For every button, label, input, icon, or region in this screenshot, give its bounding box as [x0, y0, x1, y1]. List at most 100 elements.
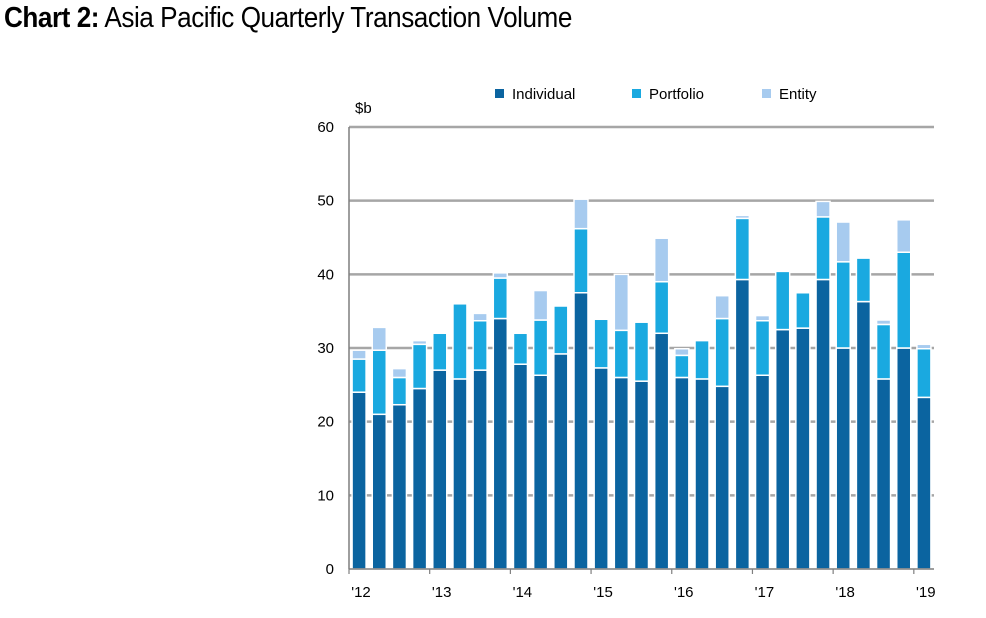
bar-segment-entity	[653, 237, 670, 283]
legend-swatch-entity	[762, 89, 771, 98]
bar-segment-individual	[895, 347, 912, 570]
bar-segment-entity	[472, 312, 488, 322]
chart-title-text: Asia Pacific Quarterly Transaction Volum…	[104, 2, 572, 34]
bar-segment-portfolio	[795, 292, 811, 329]
bar-segment-individual	[553, 353, 569, 570]
bar-segment-entity	[674, 347, 690, 357]
bars	[351, 198, 932, 570]
bar-segment-portfolio	[875, 323, 892, 380]
bar-segment-individual	[593, 367, 609, 570]
bar-segment-individual	[391, 403, 408, 570]
bar-segment-portfolio	[895, 251, 912, 349]
bar-segment-entity	[754, 314, 771, 322]
chart-title-prefix: Chart 2:	[4, 2, 100, 34]
bar-segment-entity	[734, 214, 751, 220]
bar-segment-portfolio	[411, 343, 428, 390]
bar-segment-portfolio	[432, 332, 448, 371]
bar-segment-individual	[855, 300, 872, 570]
bar-segment-individual	[472, 369, 488, 570]
bar-segment-individual	[674, 376, 690, 570]
bar-segment-portfolio	[714, 317, 730, 388]
bar-segment-individual	[351, 391, 367, 570]
bar-segment-portfolio	[492, 277, 509, 320]
legend: Individual Portfolio Entity	[495, 86, 817, 103]
bar-segment-individual	[734, 278, 751, 570]
bar-segment-entity	[532, 289, 549, 321]
bar-segment-individual	[754, 374, 771, 570]
bar-segment-individual	[432, 369, 448, 570]
bar-segment-individual	[916, 396, 932, 570]
bar-segment-entity	[815, 200, 831, 218]
x-tick-label: '19	[916, 584, 936, 601]
bar-segment-individual	[371, 413, 388, 570]
y-tick-label: 60	[317, 119, 334, 136]
bar-segment-individual	[815, 278, 831, 570]
x-tick-label: '15	[593, 584, 613, 601]
bar-segment-portfolio	[452, 303, 468, 380]
y-tick-label: 0	[326, 561, 334, 578]
bar-segment-individual	[653, 332, 670, 570]
bar-segment-entity	[351, 349, 367, 360]
bar-segment-individual	[532, 374, 549, 570]
bar-segment-portfolio	[472, 319, 488, 371]
bar-segment-entity	[916, 343, 932, 350]
bar-segment-individual	[835, 347, 851, 570]
x-tick-label: '17	[755, 584, 775, 601]
x-tick-label: '16	[674, 584, 694, 601]
bar-segment-entity	[371, 326, 388, 351]
bar-segment-portfolio	[653, 280, 670, 335]
bar-segment-portfolio	[512, 332, 529, 365]
bar-segment-portfolio	[351, 358, 367, 393]
y-tick-label: 20	[317, 414, 334, 431]
y-tick-label: 50	[317, 193, 334, 210]
bar-segment-entity	[835, 221, 851, 263]
legend-label-individual: Individual	[512, 86, 575, 103]
bar-segment-portfolio	[613, 329, 630, 379]
axes	[348, 127, 934, 570]
bar-segment-individual	[613, 376, 630, 570]
bar-segment-portfolio	[774, 270, 791, 331]
chart-title: Chart 2: Asia Pacific Quarterly Transact…	[4, 2, 572, 35]
bar-segment-portfolio	[371, 349, 388, 416]
bar-segment-portfolio	[734, 217, 751, 281]
x-tick-label: '14	[513, 584, 533, 601]
bar-segment-entity	[391, 367, 408, 379]
bar-segment-individual	[774, 328, 791, 570]
bar-segment-entity	[714, 294, 730, 320]
bar-segment-entity	[613, 273, 630, 332]
y-axis-unit-label: $b	[355, 100, 372, 117]
bar-segment-individual	[452, 378, 468, 570]
bar-segment-portfolio	[754, 319, 771, 377]
x-tick-labels: '12 '13 '14 '15 '16 '17 '18 '19	[348, 569, 936, 601]
bar-segment-portfolio	[855, 257, 872, 303]
bar-segment-portfolio	[674, 354, 690, 379]
bar-segment-entity	[875, 319, 892, 326]
legend-swatch-individual	[495, 89, 504, 98]
bar-segment-individual	[714, 385, 730, 570]
bar-segment-portfolio	[694, 339, 710, 380]
bar-segment-individual	[795, 327, 811, 570]
bar-segment-individual	[512, 363, 529, 570]
legend-swatch-portfolio	[632, 89, 641, 98]
bar-segment-portfolio	[553, 305, 569, 355]
bar-segment-individual	[411, 387, 428, 570]
bar-segment-portfolio	[916, 347, 932, 399]
legend-label-portfolio: Portfolio	[649, 86, 704, 103]
bar-segment-portfolio	[532, 319, 549, 377]
bar-segment-individual	[573, 292, 589, 570]
y-tick-label: 40	[317, 266, 334, 283]
y-tick-labels: 0 10 20 30 40 50 60	[317, 119, 334, 578]
legend-label-entity: Entity	[779, 86, 817, 103]
bar-segment-portfolio	[573, 227, 589, 294]
bar-segment-entity	[573, 198, 589, 230]
x-tick-label: '12	[351, 584, 371, 601]
bar-segment-individual	[875, 378, 892, 570]
bar-segment-portfolio	[593, 318, 609, 369]
y-tick-label: 10	[317, 487, 334, 504]
bar-segment-portfolio	[391, 376, 408, 406]
bar-segment-entity	[411, 339, 428, 346]
bar-segment-individual	[492, 317, 509, 570]
bar-segment-portfolio	[633, 321, 650, 382]
bar-segment-individual	[633, 380, 650, 570]
